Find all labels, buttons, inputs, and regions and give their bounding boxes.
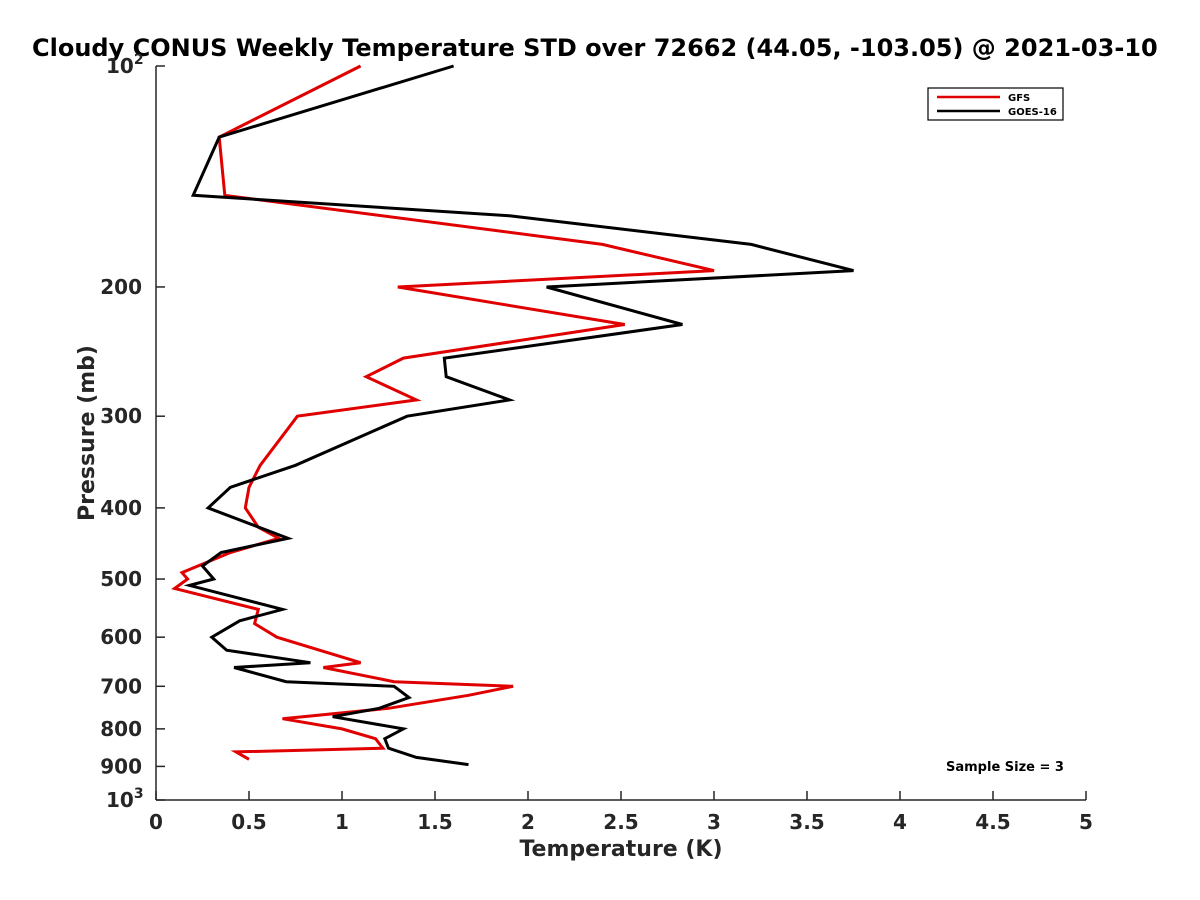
legend: GFS GOES-16: [927, 87, 1064, 121]
x-axis-label: Temperature (K): [519, 837, 722, 862]
y-tick-label: 200: [100, 275, 142, 299]
y-tick-label: 300: [100, 404, 142, 428]
x-tick-label: 5: [1079, 810, 1093, 834]
sample-size-annotation: Sample Size = 3: [946, 760, 1064, 775]
x-tick-label: 4.5: [975, 810, 1010, 834]
y-tick-label: 800: [100, 717, 142, 741]
chart-title: Cloudy CONUS Weekly Temperature STD over…: [32, 34, 1158, 62]
series-group: [171, 64, 854, 767]
x-tick-label: 1.5: [417, 810, 452, 834]
y-tick-label: 500: [100, 567, 142, 591]
axes: [155, 66, 1086, 801]
y-tick-label: 600: [100, 625, 142, 649]
y-axis-label: Pressure (mb): [75, 345, 100, 521]
x-tick-label: 3: [707, 810, 721, 834]
x-tick-label: 1: [335, 810, 349, 834]
y-tick-label: 103: [106, 786, 144, 812]
series-line-goes-16: [183, 64, 854, 767]
x-ticks: 0 0.5 1 1.5 2 2.5 3 3.5 4 4.5 5: [149, 791, 1093, 834]
y-tick-label: 102: [106, 52, 144, 78]
x-tick-label: 0.5: [231, 810, 266, 834]
x-tick-label: 4: [893, 810, 907, 834]
y-tick-label: 400: [100, 496, 142, 520]
y-tick-label: 900: [100, 754, 142, 778]
x-tick-label: 0: [149, 810, 163, 834]
legend-box: [927, 87, 1064, 121]
y-ticks: 102 200 300 400 500 600 700 800 900 103: [100, 52, 165, 812]
legend-label-gfs: GFS: [1008, 93, 1030, 104]
x-tick-label: 2.5: [603, 810, 638, 834]
y-tick-label: 700: [100, 674, 142, 698]
x-tick-label: 3.5: [789, 810, 824, 834]
legend-label-goes-16: GOES-16: [1008, 107, 1057, 118]
x-tick-label: 2: [521, 810, 535, 834]
